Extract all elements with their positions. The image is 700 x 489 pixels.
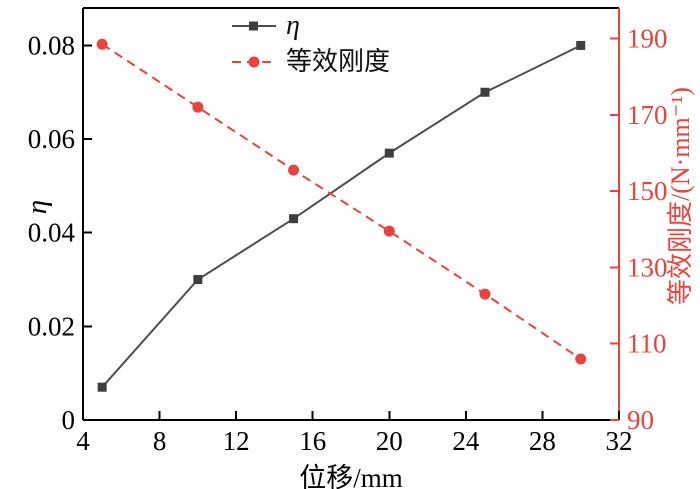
eta-data-point <box>289 214 299 224</box>
legend: η 等效刚度 <box>231 8 390 80</box>
series-line-eta <box>101 44 582 388</box>
series-line-stiffness <box>101 43 582 360</box>
legend-eta-sample <box>232 21 276 31</box>
stiffness-data-point <box>192 101 204 113</box>
eta-data-point <box>384 148 394 158</box>
legend-item-stiffness: 等效刚度 <box>231 44 390 80</box>
stiffness-data-point <box>383 225 395 237</box>
left-y-tick-label: 0.06 <box>28 124 75 154</box>
left-y-tick-label: 0.08 <box>28 30 75 60</box>
x-tick-label: 20 <box>376 426 403 456</box>
eta-data-point <box>576 40 586 50</box>
right-y-axis-label: 等效刚度/(N·mm⁻¹) <box>666 87 695 305</box>
legend-eta-square-marker-icon <box>249 21 258 31</box>
x-tick-label: 28 <box>529 426 556 456</box>
stiffness-data-point <box>288 164 300 176</box>
eta-data-point <box>480 87 490 97</box>
right-y-tick-label: 110 <box>627 329 667 359</box>
left-y-tick-label: 0.04 <box>28 218 76 248</box>
left-y-tick-label: 0 <box>62 405 76 435</box>
stiffness-data-point <box>479 288 491 300</box>
left-y-axis-label: η <box>21 199 53 215</box>
x-tick-label: 8 <box>153 426 167 456</box>
x-axis-label: 位移/mm <box>299 463 403 489</box>
x-tick-label: 24 <box>452 426 480 456</box>
right-y-tick-label: 90 <box>627 405 654 435</box>
eta-data-point <box>193 275 203 285</box>
right-y-tick-label: 190 <box>627 24 668 54</box>
x-tick-label: 12 <box>223 426 250 456</box>
x-tick-label: 16 <box>299 426 326 456</box>
left-y-tick-label: 0.02 <box>28 311 75 341</box>
stiffness-data-point <box>96 38 108 50</box>
right-y-tick-label: 170 <box>627 100 668 130</box>
legend-stiffness-sample <box>232 56 276 68</box>
legend-item-eta: η <box>231 8 390 44</box>
legend-stiffness-label: 等效刚度 <box>286 47 391 76</box>
eta-data-point <box>97 382 107 392</box>
right-y-tick-label: 130 <box>627 252 668 282</box>
legend-stiffness-circle-marker-icon <box>248 56 260 68</box>
x-tick-label: 4 <box>76 426 90 456</box>
stiffness-data-point <box>575 353 587 365</box>
right-y-tick-label: 150 <box>627 176 668 206</box>
x-tick-label: 32 <box>606 426 633 456</box>
legend-eta-label: η <box>286 10 300 41</box>
